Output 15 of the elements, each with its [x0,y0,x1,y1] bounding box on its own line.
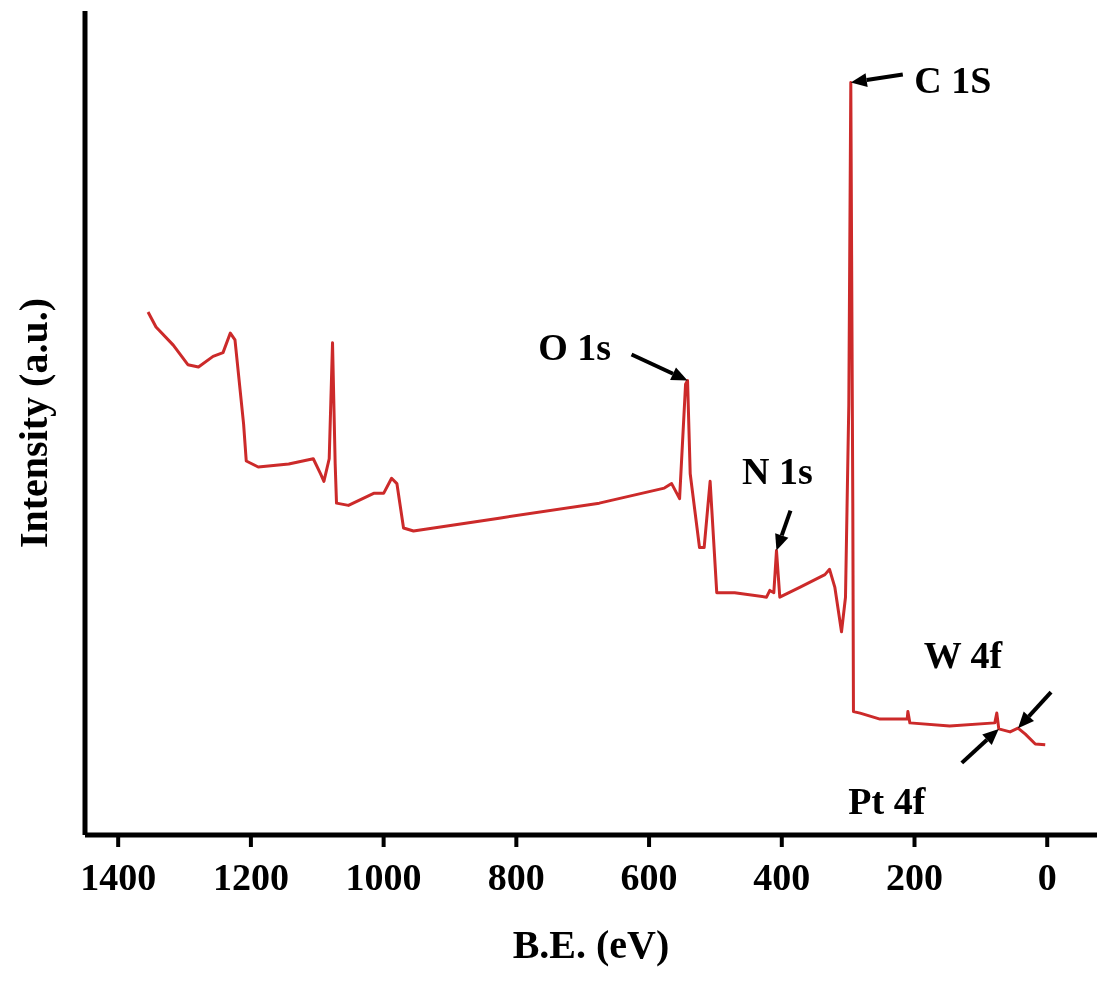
y-axis-title: Intensity (a.u.) [11,297,57,549]
x-tick-label: 600 [620,855,678,898]
x-tick-label: 1000 [345,855,422,898]
x-tick-label: 1400 [80,855,157,898]
annotation: O 1s [538,326,611,369]
x-tick-label: 200 [886,855,944,898]
x-tick-label: 800 [487,855,545,898]
annotation: W 4f [923,634,1004,677]
annotation: C 1S [914,59,992,102]
annotation: N 1s [742,449,813,492]
x-tick-label: 0 [1037,855,1057,898]
annotation: Pt 4f [848,779,927,822]
x-axis-title: B.E. (eV) [512,922,670,967]
x-tick-label: 1200 [212,855,289,898]
x-tick-label: 400 [753,855,811,898]
